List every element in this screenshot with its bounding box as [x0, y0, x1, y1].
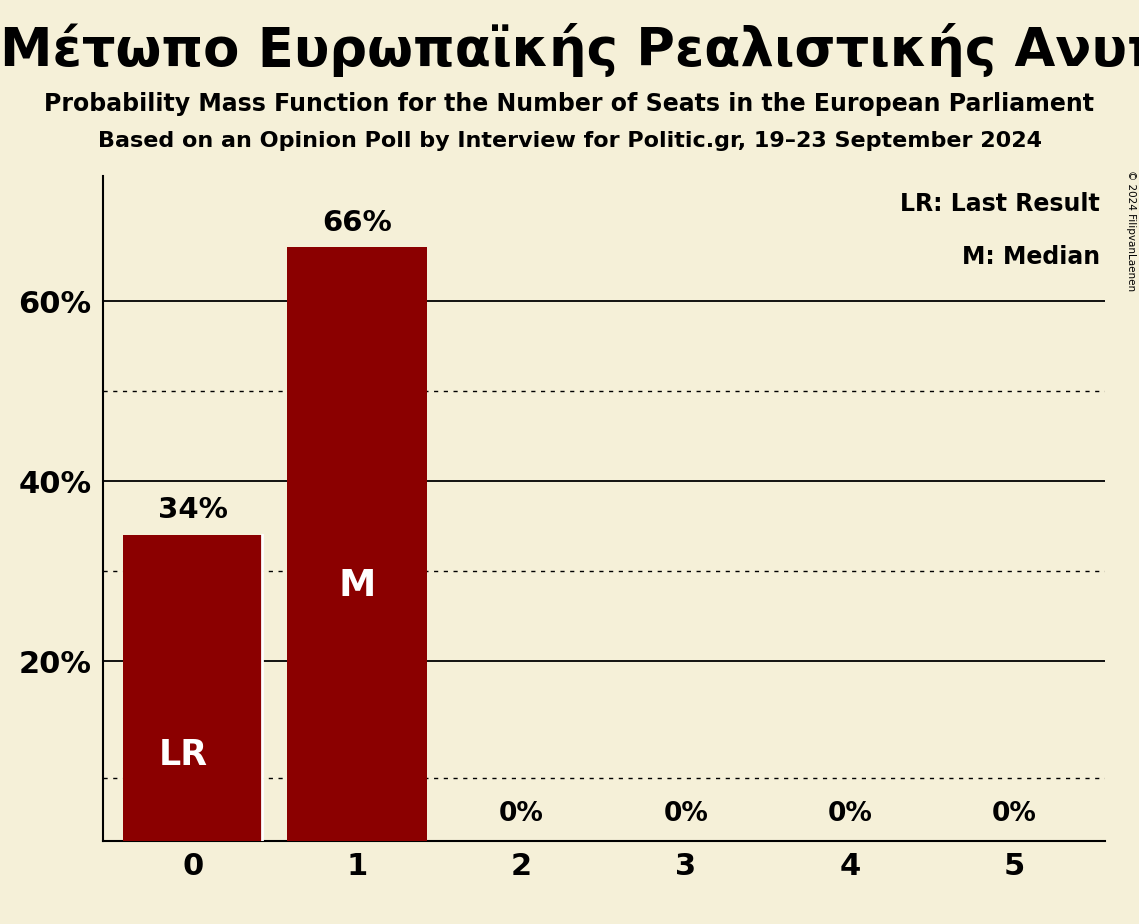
Bar: [123, 535, 263, 841]
Text: M: Median: M: Median: [961, 246, 1100, 270]
Text: Μέτωπο Ευρωπαϊκής Ρεαλιστικής Ανυπακοής (GUE/NGL): Μέτωπο Ευρωπαϊκής Ρεαλιστικής Ανυπακοής …: [0, 23, 1139, 77]
Text: LR: Last Result: LR: Last Result: [900, 192, 1100, 216]
Text: M: M: [338, 567, 376, 603]
Text: Based on an Opinion Poll by Interview for Politic.gr, 19–23 September 2024: Based on an Opinion Poll by Interview fo…: [98, 131, 1041, 152]
Text: 0%: 0%: [499, 801, 544, 827]
Text: Probability Mass Function for the Number of Seats in the European Parliament: Probability Mass Function for the Number…: [44, 92, 1095, 116]
Text: 66%: 66%: [322, 209, 392, 237]
Bar: [287, 248, 427, 841]
Text: 0%: 0%: [663, 801, 708, 827]
Text: 0%: 0%: [992, 801, 1036, 827]
Text: © 2024 FilipvanLaenen: © 2024 FilipvanLaenen: [1126, 170, 1136, 292]
Text: 0%: 0%: [828, 801, 872, 827]
Text: LR: LR: [158, 738, 207, 772]
Text: 34%: 34%: [158, 496, 228, 525]
